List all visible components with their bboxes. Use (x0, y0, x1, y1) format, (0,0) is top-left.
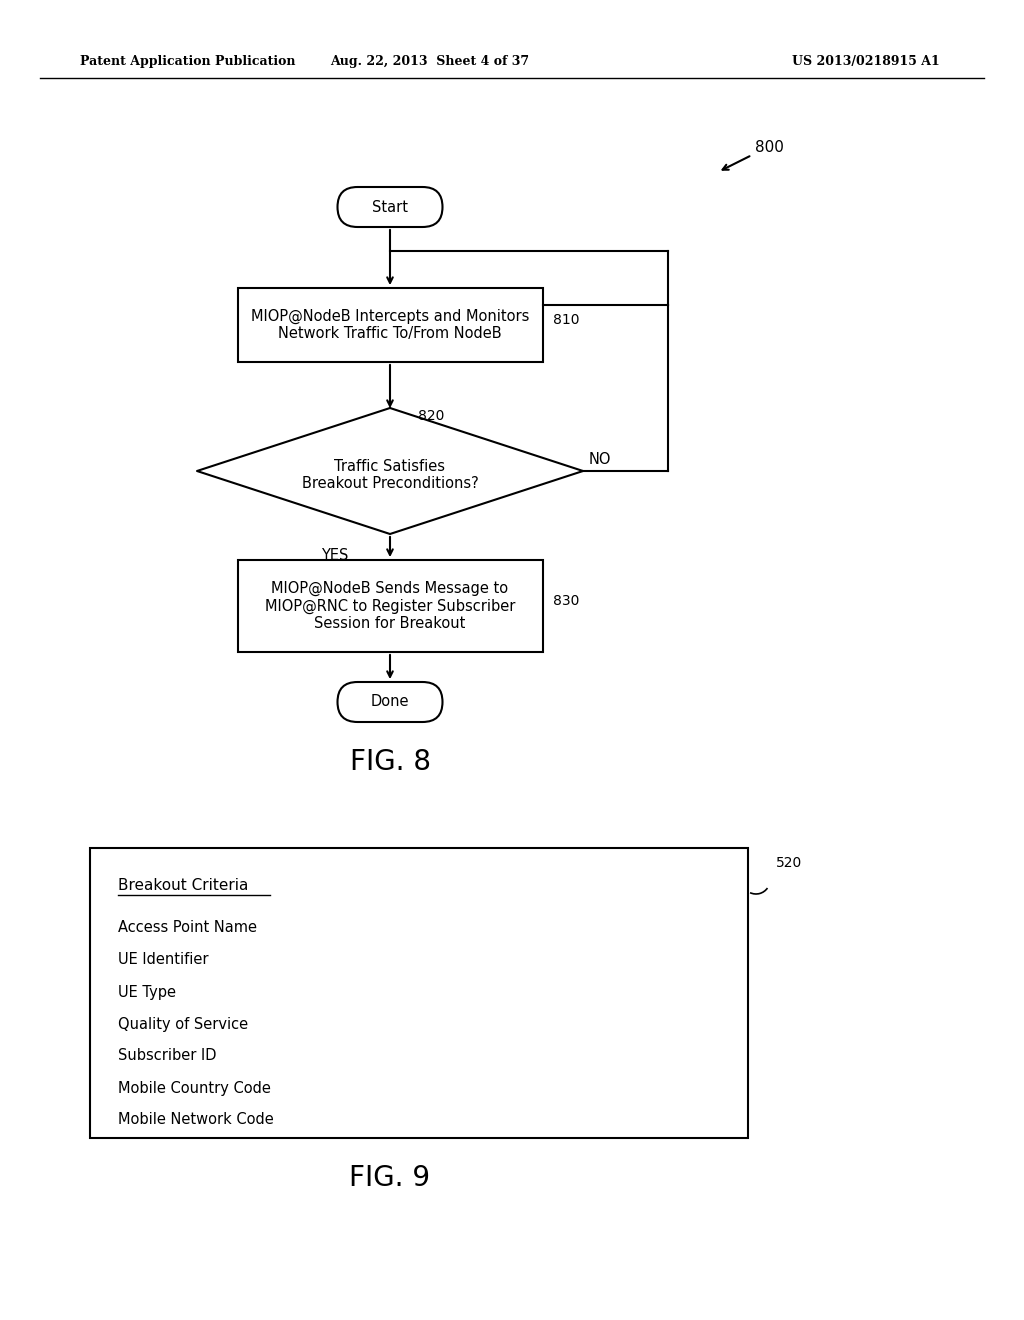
Bar (90, 847, 748, 1138)
Text: 800: 800 (755, 140, 784, 156)
Text: Traffic Satisfies
Breakout Preconditions?: Traffic Satisfies Breakout Preconditions… (302, 459, 478, 491)
Text: 830: 830 (553, 594, 579, 609)
Text: 820: 820 (418, 409, 444, 422)
Text: UE Type: UE Type (118, 985, 176, 999)
Text: MIOP@NodeB Sends Message to
MIOP@RNC to Register Subscriber
Session for Breakout: MIOP@NodeB Sends Message to MIOP@RNC to … (265, 581, 515, 631)
Text: Subscriber ID: Subscriber ID (118, 1048, 216, 1064)
Text: Quality of Service: Quality of Service (118, 1016, 248, 1031)
Text: Done: Done (371, 694, 410, 710)
Text: Patent Application Publication: Patent Application Publication (80, 55, 296, 69)
FancyBboxPatch shape (338, 187, 442, 227)
Text: 520: 520 (776, 855, 802, 870)
Text: YES: YES (322, 548, 349, 564)
Text: NO: NO (589, 451, 611, 466)
Text: Mobile Country Code: Mobile Country Code (118, 1081, 271, 1096)
Text: Aug. 22, 2013  Sheet 4 of 37: Aug. 22, 2013 Sheet 4 of 37 (331, 55, 529, 69)
Text: Breakout Criteria: Breakout Criteria (118, 879, 249, 894)
Text: FIG. 9: FIG. 9 (349, 1164, 430, 1192)
Text: US 2013/0218915 A1: US 2013/0218915 A1 (793, 55, 940, 69)
Text: FIG. 8: FIG. 8 (349, 748, 430, 776)
Text: 810: 810 (553, 313, 579, 327)
Text: Mobile Network Code: Mobile Network Code (118, 1113, 273, 1127)
Text: UE Identifier: UE Identifier (118, 953, 209, 968)
FancyBboxPatch shape (338, 682, 442, 722)
FancyBboxPatch shape (238, 288, 543, 362)
Text: Access Point Name: Access Point Name (118, 920, 257, 936)
Text: MIOP@NodeB Intercepts and Monitors
Network Traffic To/From NodeB: MIOP@NodeB Intercepts and Monitors Netwo… (251, 309, 529, 342)
FancyBboxPatch shape (238, 560, 543, 652)
Text: Start: Start (372, 199, 408, 214)
